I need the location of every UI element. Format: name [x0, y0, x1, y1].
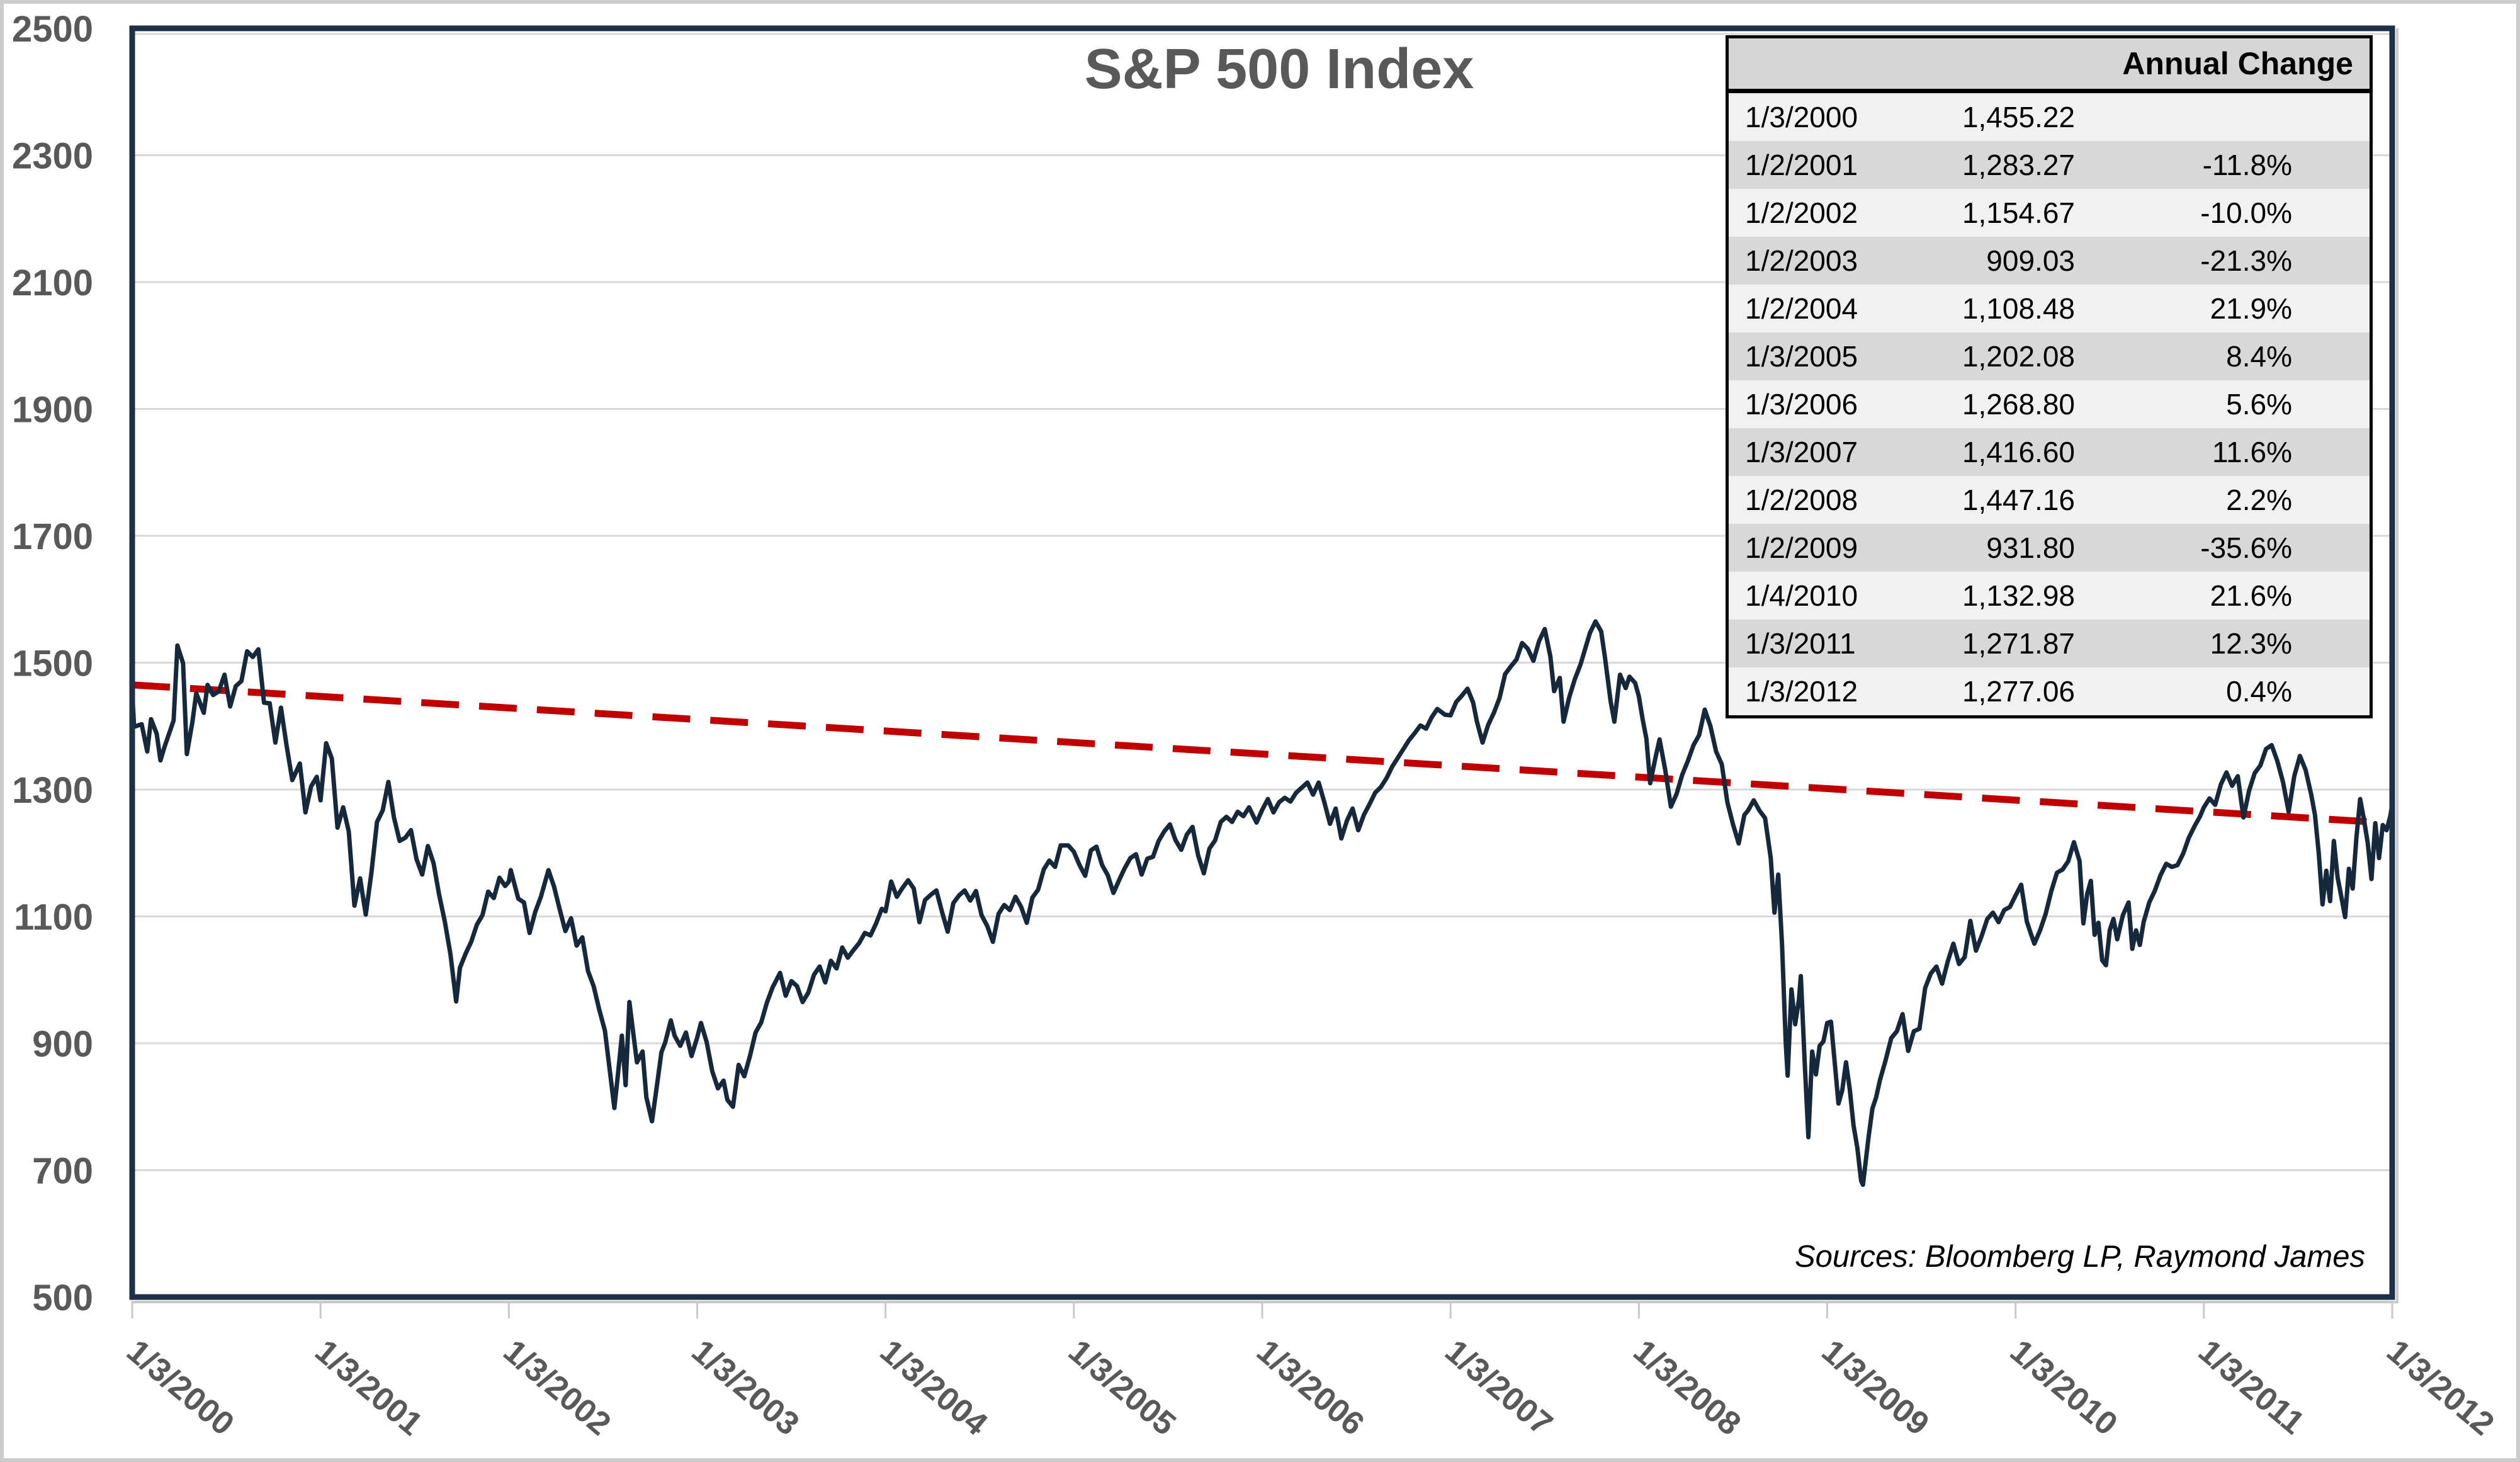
y-axis-label: 1700	[12, 516, 93, 557]
row-close: 1,154.67	[1962, 196, 2075, 229]
x-axis-label: 1/3/2000	[120, 1333, 240, 1443]
trend-line	[132, 681, 2393, 827]
row-change: -21.3%	[2200, 244, 2292, 277]
row-close: 909.03	[1986, 244, 2075, 277]
y-axis-label: 2300	[12, 136, 93, 177]
x-axis-label: 1/3/2009	[1815, 1333, 1936, 1443]
row-date: 1/2/2008	[1745, 484, 1858, 516]
row-close: 1,108.48	[1962, 292, 2075, 325]
x-axis-label: 1/3/2012	[2380, 1333, 2500, 1443]
row-change: 8.4%	[2226, 340, 2292, 373]
row-date: 1/2/2002	[1745, 196, 1858, 229]
chart-title: S&P 500 Index	[1085, 38, 1474, 101]
x-axis-label: 1/3/2006	[1250, 1333, 1370, 1443]
row-change: -11.8%	[2202, 149, 2292, 181]
x-axis-label: 1/3/2004	[873, 1333, 994, 1443]
row-close: 931.80	[1986, 531, 2075, 564]
row-change: 21.6%	[2210, 579, 2292, 612]
row-close: 1,447.16	[1962, 484, 2075, 516]
x-axis-label: 1/3/2003	[685, 1333, 806, 1443]
source-note: Sources: Bloomberg LP, Raymond James	[1795, 1240, 2365, 1274]
row-date: 1/2/2004	[1745, 292, 1858, 325]
row-change: 21.9%	[2210, 292, 2292, 325]
gridlines	[132, 33, 2392, 1171]
price-line	[130, 619, 2395, 1187]
table-row: 1/3/2007 1,416.60 11.6%	[1729, 428, 2370, 476]
table-row: 1/3/2000 1,455.22	[1729, 93, 2370, 141]
row-date: 1/2/2009	[1745, 531, 1858, 564]
row-date: 1/2/2001	[1745, 149, 1858, 181]
row-date: 1/2/2003	[1745, 244, 1858, 277]
row-change: -10.0%	[2200, 196, 2292, 229]
plot-frame	[129, 25, 2399, 1303]
table-row: 1/2/2008 1,447.16 2.2%	[1729, 476, 2370, 524]
row-close: 1,268.80	[1962, 388, 2075, 421]
row-close: 1,283.27	[1962, 149, 2075, 181]
row-change: 0.4%	[2226, 675, 2292, 708]
x-axis-label: 1/3/2002	[497, 1333, 618, 1443]
x-axis-label: 1/3/2008	[1627, 1333, 1748, 1443]
row-close: 1,132.98	[1962, 579, 2075, 612]
table-header-label: Annual Change	[2122, 46, 2353, 81]
row-change: 11.6%	[2212, 436, 2292, 468]
row-close: 1,271.87	[1962, 627, 2075, 660]
row-date: 1/3/2007	[1745, 436, 1858, 468]
y-axis-label: 700	[32, 1151, 93, 1192]
table-row: 1/2/2001 1,283.27 -11.8%	[1729, 141, 2370, 189]
annual-change-table: Annual Change 1/3/2000 1,455.22 1/2/2001 1,…	[1726, 35, 2373, 718]
table-row: 1/2/2009 931.80 -35.6%	[1729, 524, 2370, 572]
row-change: 5.6%	[2226, 388, 2292, 421]
x-axis-label: 1/3/2010	[2003, 1333, 2124, 1443]
y-axis-label: 1900	[12, 390, 93, 431]
row-close: 1,277.06	[1962, 675, 2075, 708]
plot-border	[129, 25, 2395, 1300]
table-body: 1/3/2000 1,455.22 1/2/2001 1,283.27 -11.8% 1/…	[1729, 93, 2370, 715]
x-axis-label: 1/3/2001	[308, 1333, 429, 1443]
row-change: 12.3%	[2210, 627, 2292, 660]
table-row: 1/2/2002 1,154.67 -10.0%	[1729, 189, 2370, 237]
row-date: 1/4/2010	[1745, 579, 1858, 612]
y-axis-label: 1100	[14, 897, 93, 938]
y-axis-label: 2100	[12, 263, 93, 303]
row-close: 1,455.22	[1962, 101, 2075, 133]
row-date: 1/3/2011	[1745, 627, 1856, 660]
y-axis-label: 500	[32, 1278, 93, 1318]
table-header-row: Annual Change	[1729, 38, 2370, 93]
table-row: 1/4/2010 1,132.98 21.6%	[1729, 572, 2370, 620]
table-row: 1/3/2005 1,202.08 8.4%	[1729, 332, 2370, 380]
row-change: 2.2%	[2226, 484, 2292, 516]
y-axis-label: 2500	[12, 9, 93, 50]
row-change: -35.6%	[2200, 531, 2292, 564]
row-date: 1/3/2012	[1745, 675, 1858, 708]
row-close: 1,416.60	[1962, 436, 2075, 468]
y-axis-label: 1500	[12, 643, 93, 684]
row-close: 1,202.08	[1962, 340, 2075, 373]
table-row: 1/3/2006 1,268.80 5.6%	[1729, 380, 2370, 428]
x-axis-label: 1/3/2011	[2191, 1333, 2311, 1442]
data-series	[130, 619, 2395, 1187]
table-row: 1/2/2003 909.03 -21.3%	[1729, 237, 2370, 285]
x-axis-label: 1/3/2007	[1438, 1333, 1559, 1443]
table-row: 1/3/2012 1,277.06 0.4%	[1729, 667, 2370, 715]
y-axis-label: 900	[32, 1024, 93, 1065]
table-row: 1/3/2011 1,271.87 12.3%	[1729, 620, 2370, 667]
row-date: 1/3/2006	[1745, 388, 1858, 421]
row-date: 1/3/2005	[1745, 340, 1858, 373]
x-axis-label: 1/3/2005	[1061, 1333, 1182, 1443]
row-date: 1/3/2000	[1745, 101, 1858, 133]
y-axis-label: 1300	[12, 770, 93, 811]
table-row: 1/2/2004 1,108.48 21.9%	[1729, 285, 2370, 332]
